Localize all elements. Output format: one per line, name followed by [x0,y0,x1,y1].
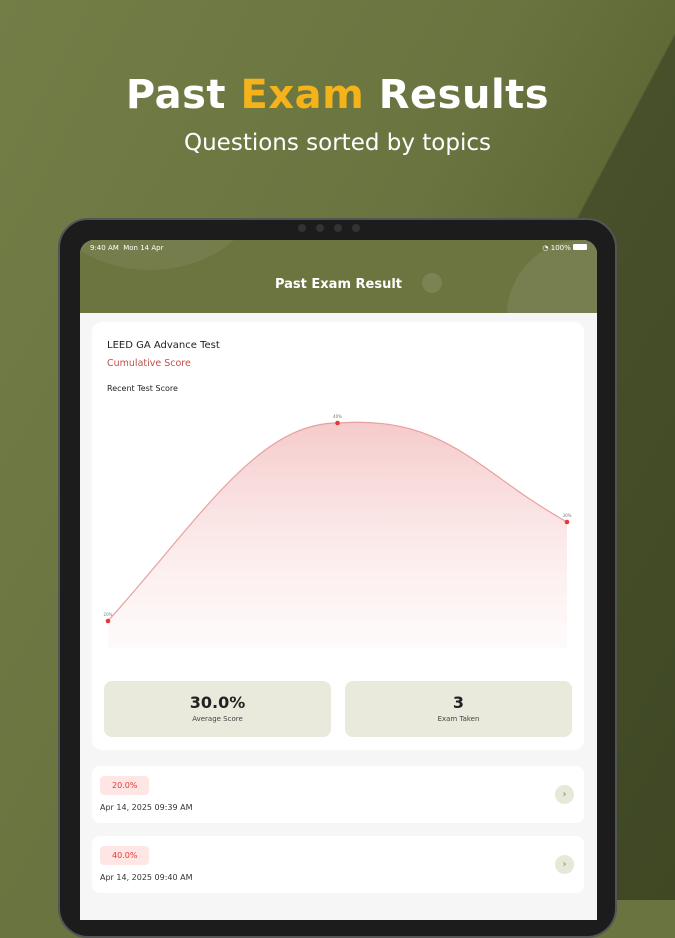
chart-point [564,519,570,525]
chart-point [105,618,111,624]
page-title: Past Exam Result [274,277,403,292]
average-score-value: 30.0% [189,693,246,712]
score-badge: 40.0% [100,846,150,865]
hero-title: Past Exam Results [125,72,550,118]
camera [298,224,360,232]
battery-icon [573,244,587,250]
chart-point [335,420,340,426]
chart-area-fill [108,422,567,648]
chevron-right-icon[interactable]: › [555,855,574,874]
average-score-box: 30.0% Average Score [104,681,331,737]
result-date: Apr 14, 2025 09:40 AM [100,873,193,882]
status-time: 9:40 AM [90,244,119,252]
hero: Past Exam Results Questions sorted by to… [0,72,675,156]
hero-subtitle: Questions sorted by topics [184,130,491,156]
status-bar: 9:40 AM Mon 14 Apr ◔ 100% [90,244,587,252]
exam-taken-box: 3 Exam Taken [345,681,572,737]
result-item[interactable]: 40.0% Apr 14, 2025 09:40 AM › [92,836,584,893]
status-date: Mon 14 Apr [123,244,164,252]
score-badge: 20.0% [100,776,150,795]
app-screen: 9:40 AM Mon 14 Apr ◔ 100% Past Exam Resu… [80,240,597,920]
chevron-right-icon[interactable]: › [555,785,574,804]
chart-data-label: 40% [333,414,342,419]
average-score-label: Average Score [192,715,243,723]
battery-text: 100% [550,244,571,252]
result-item[interactable]: 20.0% Apr 14, 2025 09:39 AM › [92,766,584,823]
score-chart: 20% 40% 30% [104,414,572,648]
chart-label: Recent Test Score [107,384,178,393]
result-date: Apr 14, 2025 09:39 AM [100,803,193,812]
wifi-icon: ◔ [542,244,549,252]
summary-card: LEED GA Advance Test Cumulative Score Re… [92,322,584,750]
cumulative-score-label: Cumulative Score [107,358,191,369]
test-title: LEED GA Advance Test [107,340,220,351]
exam-taken-label: Exam Taken [437,715,480,723]
exam-taken-value: 3 [452,693,465,712]
chart-data-label: 30% [563,513,572,518]
chart-data-label: 20% [104,612,113,617]
header: 9:40 AM Mon 14 Apr ◔ 100% Past Exam Resu… [80,240,597,313]
